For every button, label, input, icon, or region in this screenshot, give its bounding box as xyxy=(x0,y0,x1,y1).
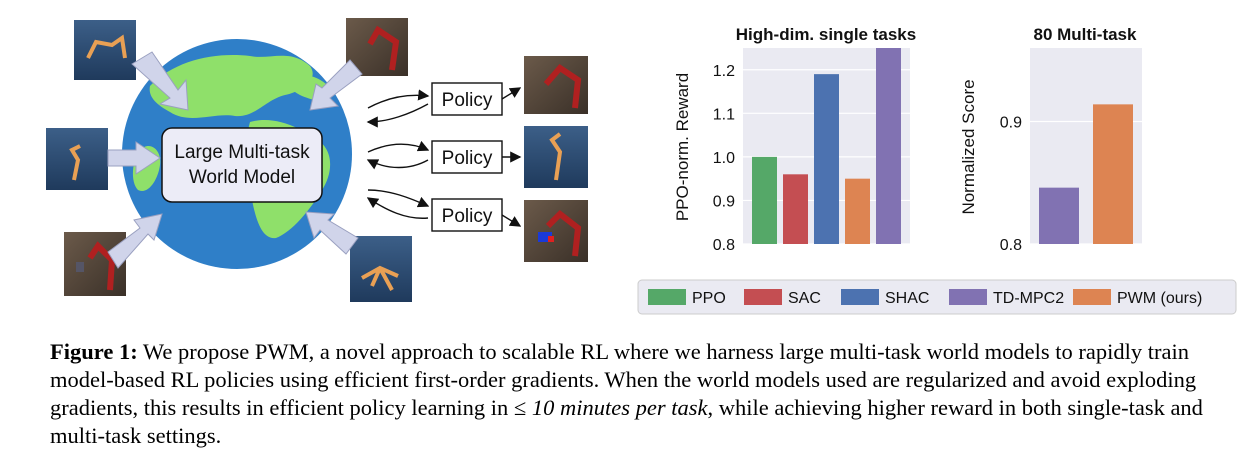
legend-swatch-td-mpc2 xyxy=(949,289,987,305)
task-thumbnail-arm-top xyxy=(346,18,408,76)
chart-single-tasks: High-dim. single tasks PPO-norm. Reward … xyxy=(673,25,916,254)
legend-swatch-pwm-ours- xyxy=(1073,289,1111,305)
c2-bar-pwm-ours- xyxy=(1093,104,1133,244)
c1-tick-label: 0.8 xyxy=(713,237,735,254)
legend-swatch-shac xyxy=(841,289,879,305)
c1-bar-shac xyxy=(814,74,839,244)
caption-text-2: , while achieving higher reward in both … xyxy=(50,395,1203,448)
legend-label: PPO xyxy=(692,290,726,307)
policy-label-2: Policy xyxy=(442,148,493,169)
figure-caption: Figure 1: We propose PWM, a novel approa… xyxy=(50,338,1210,450)
caption-label: Figure 1: xyxy=(50,339,138,364)
chart2-title: 80 Multi-task xyxy=(1034,25,1138,44)
legend-label: PWM (ours) xyxy=(1117,290,1202,307)
world-model-box xyxy=(161,127,323,203)
world-model-label-line1: Large Multi-task xyxy=(174,142,310,163)
output-thumbnail-arm xyxy=(524,56,588,114)
c2-tick-label: 0.9 xyxy=(1000,115,1022,132)
chart1-title: High-dim. single tasks xyxy=(736,25,916,44)
policy-label-3: Policy xyxy=(442,206,493,227)
legend-label: TD-MPC2 xyxy=(993,290,1064,307)
world-model-label-line2: World Model xyxy=(189,167,295,188)
c1-bar-td-mpc2 xyxy=(876,48,901,244)
caption-leq: ≤ xyxy=(513,395,527,420)
policy-box-1: Policy xyxy=(431,82,503,116)
chart-multi-task: 80 Multi-task Normalized Score 0.8 0.9 xyxy=(959,25,1142,254)
output-thumbnail-arm-push xyxy=(524,200,588,262)
legend-frame xyxy=(637,279,1237,315)
c1-tick-label: 1.2 xyxy=(713,63,735,80)
c1-bar-sac xyxy=(783,174,808,244)
figure-graphic: Large Multi-task World Model xyxy=(46,18,1237,315)
chart2-ylabel: Normalized Score xyxy=(959,79,978,214)
policy-box-3: Policy xyxy=(431,198,503,232)
c2-tick-label: 0.8 xyxy=(1000,237,1022,254)
policy-arrows xyxy=(366,89,430,219)
chart1-ylabel: PPO-norm. Reward xyxy=(673,73,692,221)
legend-swatch-sac xyxy=(744,289,782,305)
c1-tick-label: 0.9 xyxy=(713,193,735,210)
legend-swatch-ppo xyxy=(648,289,686,305)
policy-label-1: Policy xyxy=(442,90,493,111)
output-thumbnail-hopper xyxy=(524,126,588,188)
c1-tick-label: 1.1 xyxy=(713,106,735,123)
task-thumbnail-ant xyxy=(350,236,412,302)
legend: PPO SAC SHAC TD-MPC2 PWM (ours) xyxy=(637,279,1237,315)
policy-box-2: Policy xyxy=(431,140,503,174)
legend-label: SAC xyxy=(788,290,821,307)
task-thumbnail-hopper xyxy=(46,128,108,190)
legend-label: SHAC xyxy=(885,290,929,307)
task-thumbnail-walker xyxy=(74,20,136,80)
caption-text-1: We propose PWM, a novel approach to scal… xyxy=(50,339,1197,420)
c1-bar-ppo xyxy=(752,156,777,244)
c1-tick-label: 1.0 xyxy=(713,150,735,167)
output-arrows xyxy=(501,87,522,227)
world-model-diagram: Large Multi-task World Model xyxy=(46,18,588,302)
caption-emphasis: 10 minutes per task xyxy=(526,395,708,420)
input-arrows xyxy=(107,51,363,269)
c2-bar-td-mpc2 xyxy=(1039,187,1079,244)
c1-bar-pwm-ours- xyxy=(845,178,870,244)
